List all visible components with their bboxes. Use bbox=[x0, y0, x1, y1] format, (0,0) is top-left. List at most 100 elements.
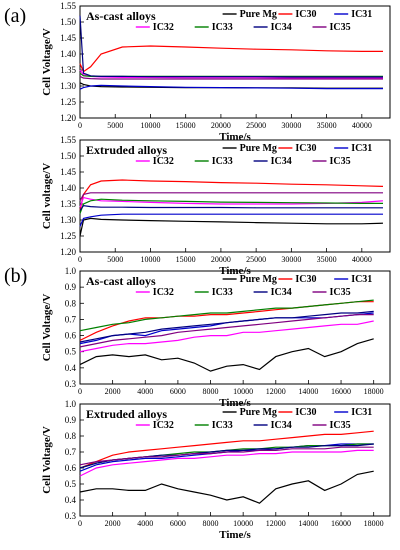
y-tick-label: 1.45 bbox=[60, 33, 76, 43]
legend-entry: Pure Mg bbox=[240, 9, 277, 20]
legend: Pure Mg IC30 IC31 IC32 IC33 IC34 IC35 bbox=[135, 274, 372, 298]
chart-1: 1.201.251.301.351.401.451.501.550 5000 100… bbox=[41, 1, 391, 143]
y-tick-label: 0.4 bbox=[65, 363, 77, 373]
y-tick-label: 1.35 bbox=[60, 65, 76, 75]
legend-entry: IC34 bbox=[271, 287, 292, 298]
x-tick-label: 2000 bbox=[105, 519, 121, 528]
chart-title: As-cast alloys bbox=[86, 9, 156, 23]
x-axis-label: Time/s bbox=[219, 397, 251, 409]
x-tick-label: 35000 bbox=[317, 121, 337, 130]
plot-frame bbox=[79, 403, 391, 517]
legend-entry: IC32 bbox=[153, 287, 174, 298]
x-tick-label: 0 bbox=[78, 255, 82, 264]
legend-entry: Pure Mg bbox=[240, 407, 277, 418]
chart-title: Extruded alloys bbox=[86, 143, 167, 157]
legend-entry: IC33 bbox=[212, 156, 233, 167]
series-line-ic35 bbox=[79, 446, 374, 466]
x-tick-label: 12000 bbox=[266, 387, 286, 396]
legend-entry: IC33 bbox=[212, 22, 233, 33]
series-line-pure-mg bbox=[79, 470, 374, 504]
x-tick-label: 18000 bbox=[364, 519, 384, 528]
chart-3: 0.30.40.50.60.70.80.91.00 2000 4000 6000 800… bbox=[41, 266, 391, 409]
y-tick-label: 0.9 bbox=[65, 415, 77, 425]
series-line-ic35 bbox=[79, 75, 383, 80]
y-tick-label: 0.7 bbox=[65, 447, 77, 457]
y-tick-label: 1.20 bbox=[60, 113, 76, 123]
legend-entry: Pure Mg bbox=[240, 274, 277, 285]
legend: Pure Mg IC30 IC31 IC32 IC33 IC34 IC35 bbox=[135, 9, 372, 33]
series-line-ic34 bbox=[79, 310, 374, 343]
y-axis-label: Cell Voltage/V bbox=[41, 294, 53, 362]
x-tick-label: 2000 bbox=[105, 387, 121, 396]
y-tick-label: 1.50 bbox=[60, 151, 76, 161]
x-tick-label: 5000 bbox=[107, 121, 123, 130]
x-tick-label: 0 bbox=[78, 519, 82, 528]
y-tick-label: 0.3 bbox=[65, 511, 77, 521]
y-tick-label: 0.8 bbox=[65, 298, 77, 308]
y-tick-label: 1.40 bbox=[60, 183, 76, 193]
series-line-ic34 bbox=[79, 204, 383, 211]
series-line-ic33 bbox=[79, 299, 374, 332]
legend-entry: IC35 bbox=[330, 156, 351, 167]
legend-entry: IC35 bbox=[330, 420, 351, 431]
y-tick-label: 1.35 bbox=[60, 199, 76, 209]
legend-entry: IC30 bbox=[295, 9, 316, 20]
plot-frame bbox=[79, 270, 391, 385]
y-tick-label: 0.6 bbox=[65, 331, 77, 341]
chart-4: 0.3 0.4 0.5 0.6 0.7 0.8 0.9 1.0 0 2000 4000 6000 800… bbox=[41, 399, 391, 541]
legend: Pure Mg IC30 IC31 IC32 IC33 IC34 IC35 bbox=[135, 407, 372, 431]
plot-frame bbox=[79, 5, 391, 119]
x-tick-label: 12000 bbox=[266, 519, 286, 528]
legend-entry: IC30 bbox=[295, 143, 316, 154]
y-tick-label: 1.55 bbox=[60, 135, 76, 145]
series-line-ic31 bbox=[79, 84, 383, 90]
legend-entry: IC34 bbox=[271, 420, 292, 431]
x-tick-label: 20000 bbox=[211, 121, 231, 130]
legend-entry: IC32 bbox=[153, 420, 174, 431]
x-tick-label: 18000 bbox=[364, 387, 384, 396]
y-axis-label: Cell voltage/V bbox=[41, 163, 53, 229]
x-tick-label: 8000 bbox=[203, 387, 219, 396]
series-line-ic32 bbox=[79, 320, 374, 353]
y-tick-label: 0.6 bbox=[65, 463, 77, 473]
x-tick-label: 10000 bbox=[233, 519, 253, 528]
x-tick-label: 4000 bbox=[137, 387, 153, 396]
y-axis-label: Cell Voltage/V bbox=[41, 28, 53, 96]
legend-entry: IC30 bbox=[295, 407, 316, 418]
x-tick-label: 8000 bbox=[203, 519, 219, 528]
series-line-ic32 bbox=[79, 449, 374, 477]
legend-entry: IC32 bbox=[153, 156, 174, 167]
chart-2: 1.20 1.25 1.30 1.35 1.40 1.45 1.50 1.55 0 5000 100… bbox=[41, 135, 391, 277]
x-tick-label: 40000 bbox=[352, 255, 372, 264]
x-tick-label: 10000 bbox=[140, 255, 160, 264]
y-tick-label: 1.30 bbox=[60, 81, 76, 91]
legend: Pure Mg IC30 IC31 IC32 IC33 IC34 IC35 bbox=[135, 143, 372, 167]
y-axis-label: Cell Voltage/V bbox=[41, 426, 53, 494]
y-tick-label: 0.4 bbox=[65, 495, 77, 505]
y-tick-label: 1.40 bbox=[60, 49, 76, 59]
x-tick-label: 30000 bbox=[281, 121, 301, 130]
legend-entry: IC35 bbox=[330, 287, 351, 298]
y-tick-label: 1.20 bbox=[60, 247, 76, 257]
panel-label-b: (b) bbox=[4, 265, 27, 287]
x-tick-label: 15000 bbox=[176, 121, 196, 130]
legend-entry: IC31 bbox=[351, 9, 372, 20]
legend-entry: Pure Mg bbox=[240, 143, 277, 154]
x-tick-label: 10000 bbox=[140, 121, 160, 130]
x-tick-label: 5000 bbox=[107, 255, 123, 264]
x-tick-label: 40000 bbox=[352, 121, 372, 130]
x-tick-label: 25000 bbox=[246, 255, 266, 264]
legend-entry: IC31 bbox=[351, 407, 372, 418]
legend-entry: IC33 bbox=[212, 420, 233, 431]
x-tick-label: 16000 bbox=[331, 387, 351, 396]
series-line-pure-mg bbox=[79, 338, 374, 372]
series-line-ic31 bbox=[79, 213, 383, 227]
legend-entry: IC33 bbox=[212, 287, 233, 298]
series-line-ic34 bbox=[79, 443, 374, 469]
y-tick-label: 1.0 bbox=[65, 266, 77, 276]
series-line-ic30 bbox=[79, 430, 374, 469]
legend-entry: IC32 bbox=[153, 22, 174, 33]
x-tick-label: 0 bbox=[78, 387, 82, 396]
series-line-ic33 bbox=[79, 198, 383, 214]
